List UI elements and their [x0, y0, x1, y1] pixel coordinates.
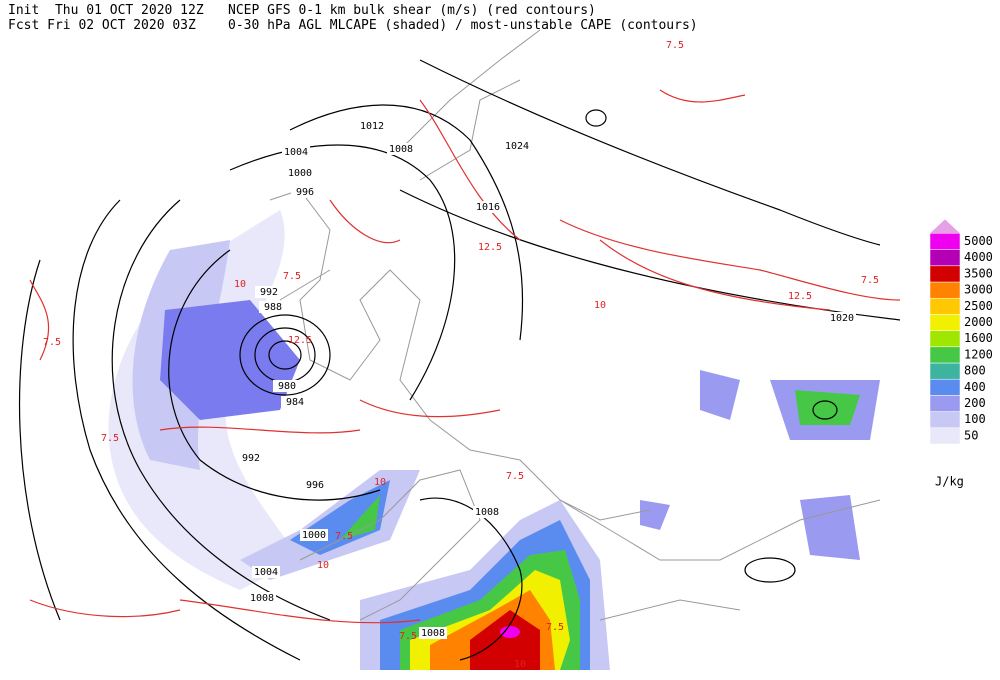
legend-swatch: [929, 330, 961, 348]
isobar-label: 1012: [360, 121, 384, 132]
legend-swatch: [929, 265, 961, 283]
legend-swatch: [929, 249, 961, 267]
shear-label: 7.5: [666, 40, 684, 51]
legend-swatch: [929, 378, 961, 396]
legend-label: 1200: [964, 347, 993, 361]
isobar-label: 1008: [421, 628, 445, 639]
isobar-label-bg: [252, 566, 280, 578]
isobar-label-bg: [474, 201, 502, 213]
legend-label: 4000: [964, 250, 993, 264]
isobar-label-bg: [291, 186, 319, 198]
shear-label: 10: [317, 560, 329, 571]
isobar-label-bg: [301, 479, 329, 491]
shear-label: 7.5: [506, 471, 524, 482]
isobar-label-bg: [259, 301, 287, 313]
legend-label: 1600: [964, 331, 993, 345]
legend-triangle: [930, 219, 960, 234]
legend-swatch: [929, 233, 961, 250]
init-time: Init Thu 01 OCT 2020 12Z: [8, 3, 204, 18]
isobar-label-bg: [282, 146, 310, 158]
legend-label: 50: [964, 428, 978, 442]
shear-label: 10: [514, 659, 526, 670]
title-line-2: 0-30 hPa AGL MLCAPE (shaded) / most-unst…: [228, 18, 698, 33]
isobar-label: 1000: [288, 168, 312, 179]
legend-unit: J/kg: [935, 475, 964, 489]
isobar-label-bg: [281, 396, 309, 408]
legend-swatch: [929, 297, 961, 315]
legend-label: 800: [964, 364, 986, 378]
isobar-label: 996: [296, 187, 314, 198]
isobar-label: 1008: [250, 593, 274, 604]
isobar-label: 1016: [476, 202, 500, 213]
isobar-label-bg: [419, 627, 447, 639]
legend-swatch: [929, 411, 961, 429]
isobar-label: 1008: [389, 144, 413, 155]
shear-contours: [29, 89, 901, 624]
isobar-label-bg: [828, 312, 856, 324]
shear-label: 7.5: [546, 622, 564, 633]
isobar-label-bg: [503, 140, 531, 152]
isobar-label-bg: [273, 380, 301, 392]
isobar-label: 992: [242, 453, 260, 464]
isobar-label: 1008: [475, 507, 499, 518]
isobar-label-bg: [286, 167, 314, 179]
cape-shading: [108, 210, 880, 670]
legend-label: 100: [964, 412, 986, 426]
isobar-label-bg: [473, 506, 501, 518]
isobar-label-bg: [237, 452, 265, 464]
isobar-label-bg: [248, 592, 276, 604]
legend-label: 2500: [964, 299, 993, 313]
shear-label: 10: [374, 477, 386, 488]
isobar-label: 1004: [254, 567, 278, 578]
shear-label: 7.5: [335, 531, 353, 542]
shear-label: 12.5: [788, 291, 812, 302]
title-line-1: NCEP GFS 0-1 km bulk shear (m/s) (red co…: [228, 3, 596, 18]
shear-label: 12.5: [288, 335, 312, 346]
isobar-label-bg: [300, 529, 328, 541]
isobar-label: 1000: [302, 530, 326, 541]
legend-swatch: [929, 395, 961, 412]
shear-label: 12.5: [478, 242, 502, 253]
isobars: [18, 59, 901, 661]
isobar-label: 992: [260, 287, 278, 298]
isobar-label: 1024: [505, 141, 529, 152]
legend-swatch: [929, 346, 961, 364]
legend-swatch: [929, 314, 961, 331]
isobar-label-bg: [358, 120, 386, 132]
isobar-label-bg: [387, 143, 415, 155]
shear-label: 7.5: [101, 433, 119, 444]
shear-label: 10: [594, 300, 606, 311]
coastlines: [269, 29, 881, 621]
isobar-label: 980: [278, 381, 296, 392]
legend-label: 3500: [964, 266, 993, 280]
legend-label: 3000: [964, 283, 993, 297]
shear-label: 7.5: [43, 337, 61, 348]
shear-label: 7.5: [861, 275, 879, 286]
isobar-label: 996: [306, 480, 324, 491]
legend-swatch: [929, 281, 961, 299]
legend-swatch: [929, 362, 961, 380]
legend-swatch: [929, 427, 961, 445]
shear-label: 7.5: [283, 271, 301, 282]
legend-label: 2000: [964, 315, 993, 329]
forecast-time: Fcst Fri 02 OCT 2020 03Z: [8, 18, 196, 33]
legend-label: 5000: [964, 234, 993, 248]
shear-label: 10: [234, 279, 246, 290]
isobar-label: 1004: [284, 147, 308, 158]
isobar-label: 984: [286, 397, 304, 408]
legend-label: 200: [964, 396, 986, 410]
isobar-label-bg: [255, 286, 283, 298]
shear-label: 7.5: [399, 631, 417, 642]
isobar-label: 1020: [830, 313, 854, 324]
legend-label: 400: [964, 380, 986, 394]
isobar-label: 988: [264, 302, 282, 313]
